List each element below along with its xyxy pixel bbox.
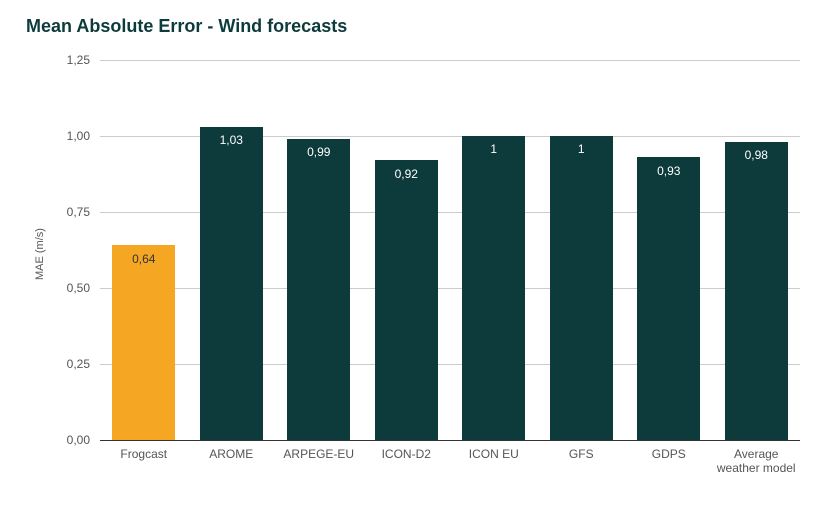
y-axis-label: MAE (m/s) xyxy=(34,228,46,280)
bar-value-label: 1 xyxy=(578,142,585,156)
x-tick-label: ICON-D2 xyxy=(363,448,451,476)
bar: 0,99 xyxy=(287,139,350,440)
bar: 1,03 xyxy=(200,127,263,440)
bar: 0,64 xyxy=(112,245,175,440)
bar-value-label: 0,93 xyxy=(657,164,680,178)
x-tick-label: ICON EU xyxy=(450,448,538,476)
x-tick-label: AROME xyxy=(188,448,276,476)
chart-container: Mean Absolute Error - Wind forecasts 0,6… xyxy=(0,0,823,509)
x-tick-label: GFS xyxy=(538,448,626,476)
bar-slot: 1 xyxy=(450,60,538,440)
bars-group: 0,64 1,03 0,99 0,92 1 1 0,93 0,98 xyxy=(100,60,800,440)
gridline xyxy=(100,440,800,441)
bar-slot: 0,64 xyxy=(100,60,188,440)
plot-area: 0,64 1,03 0,99 0,92 1 1 0,93 0,98 xyxy=(100,60,800,440)
bar-value-label: 0,64 xyxy=(132,252,155,266)
bar-value-label: 1 xyxy=(490,142,497,156)
bar-slot: 0,98 xyxy=(713,60,801,440)
bar-value-label: 0,98 xyxy=(745,148,768,162)
x-tick-label: Average weather model xyxy=(713,448,801,476)
bar: 1 xyxy=(550,136,613,440)
bar: 0,98 xyxy=(725,142,788,440)
chart-title: Mean Absolute Error - Wind forecasts xyxy=(26,16,347,37)
bar-value-label: 0,92 xyxy=(395,167,418,181)
x-axis-labels: FrogcastAROMEARPEGE-EUICON-D2ICON EUGFSG… xyxy=(100,448,800,476)
bar: 0,92 xyxy=(375,160,438,440)
bar: 1 xyxy=(462,136,525,440)
bar-value-label: 0,99 xyxy=(307,145,330,159)
y-tick-label: 1,25 xyxy=(0,53,90,67)
x-tick-label: Frogcast xyxy=(100,448,188,476)
y-tick-label: 0,50 xyxy=(0,281,90,295)
bar-slot: 0,93 xyxy=(625,60,713,440)
bar-slot: 1 xyxy=(538,60,626,440)
bar-slot: 0,99 xyxy=(275,60,363,440)
x-tick-label: GDPS xyxy=(625,448,713,476)
bar-value-label: 1,03 xyxy=(220,133,243,147)
bar-slot: 1,03 xyxy=(188,60,276,440)
bar: 0,93 xyxy=(637,157,700,440)
x-tick-label: ARPEGE-EU xyxy=(275,448,363,476)
y-tick-label: 1,00 xyxy=(0,129,90,143)
y-tick-label: 0,25 xyxy=(0,357,90,371)
y-tick-label: 0,75 xyxy=(0,205,90,219)
y-tick-label: 0,00 xyxy=(0,433,90,447)
bar-slot: 0,92 xyxy=(363,60,451,440)
